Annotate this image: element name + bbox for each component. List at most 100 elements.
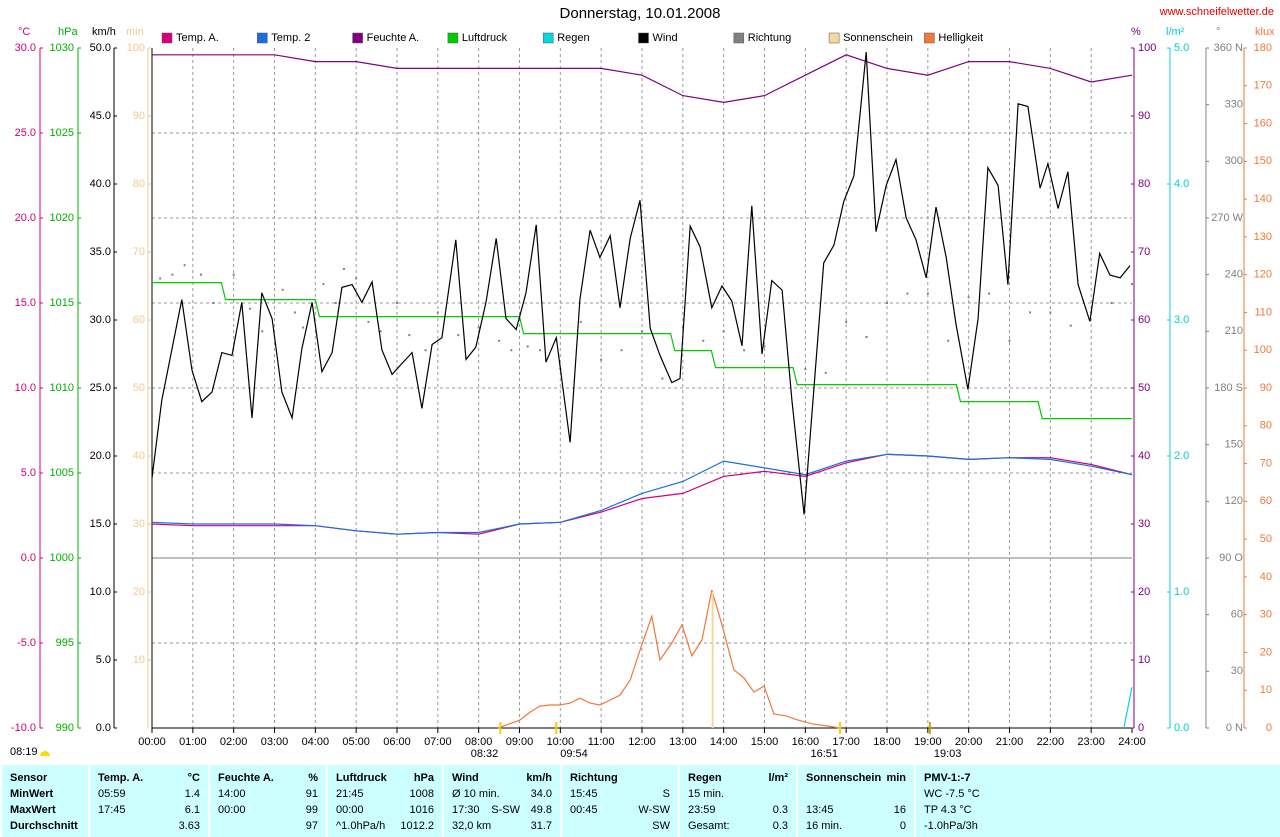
y-tick-label: 30 bbox=[1231, 665, 1243, 677]
y-tick-label: 25.0 bbox=[90, 382, 111, 394]
legend-label: Regen bbox=[557, 32, 589, 44]
y-tick-label: 60 bbox=[1231, 609, 1243, 621]
y-tick-label: 0.0 bbox=[1174, 722, 1189, 734]
table-cell: 16 min. bbox=[806, 820, 843, 832]
x-tick-label: 09:00 bbox=[506, 736, 534, 748]
y-tick-label: 300 bbox=[1225, 155, 1243, 167]
direction-dot bbox=[702, 339, 705, 342]
direction-dot bbox=[600, 358, 603, 361]
table-cell: 15:45 bbox=[570, 788, 598, 800]
y-tick-label: 10.0 bbox=[90, 586, 111, 598]
direction-dot bbox=[355, 277, 358, 280]
direction-dot bbox=[763, 345, 766, 348]
y-tick-label: 70 bbox=[133, 246, 145, 258]
table-cell: 14:00 bbox=[218, 788, 246, 800]
x-tick-label: 10:00 bbox=[547, 736, 575, 748]
chart-title: Donnerstag, 10.01.2008 bbox=[560, 5, 721, 22]
table-cell: Ø 10 min. bbox=[452, 788, 500, 800]
y-tick-label: 150 bbox=[1225, 439, 1243, 451]
y-tick-label: 30.0 bbox=[15, 42, 36, 54]
y-tick-label: 40 bbox=[1138, 450, 1150, 462]
direction-dot bbox=[510, 349, 513, 352]
y-tick-label: 990 bbox=[56, 722, 74, 734]
x-tick-label: 00:00 bbox=[138, 736, 166, 748]
table-cell: 23:59 bbox=[688, 804, 716, 816]
summary-table: Sensor MinWert MaxWert Durchschnitt Temp. A.… bbox=[0, 765, 1280, 837]
legend-swatch bbox=[542, 32, 554, 44]
table-cell: ^1.0hPa/h bbox=[336, 820, 386, 832]
direction-dot bbox=[1131, 283, 1133, 286]
table-cell: 31.7 bbox=[530, 820, 552, 832]
axis-unit: °C bbox=[18, 26, 30, 38]
y-tick-label: 150 bbox=[1254, 155, 1272, 167]
direction-dot bbox=[886, 302, 888, 304]
axis-unit: hPa bbox=[58, 26, 78, 38]
series-line bbox=[151, 453, 1133, 535]
direction-dot bbox=[947, 339, 950, 342]
axis-unit: klux bbox=[1255, 26, 1275, 38]
annotation: 09:54 bbox=[560, 748, 588, 760]
direction-dot bbox=[1049, 311, 1052, 314]
y-tick-label: 210 bbox=[1225, 325, 1243, 337]
y-tick-label: 1010 bbox=[50, 382, 74, 394]
direction-dot bbox=[526, 345, 529, 348]
direction-dot bbox=[906, 292, 909, 295]
direction-dot bbox=[1069, 324, 1072, 327]
y-tick-label: 0 bbox=[1266, 722, 1272, 734]
y-tick-label: 30 bbox=[1138, 518, 1150, 530]
table-cell: 21:45 bbox=[336, 788, 364, 800]
direction-dot bbox=[538, 349, 541, 352]
table-cell: 13:45 bbox=[806, 804, 834, 816]
y-tick-label: 5.0 bbox=[96, 654, 111, 666]
direction-dot bbox=[396, 302, 398, 304]
source: www.schneifelwetter.de bbox=[1159, 6, 1274, 18]
y-tick-label: 120 bbox=[1254, 269, 1272, 281]
direction-dot bbox=[579, 320, 582, 323]
y-tick-label: 0 N bbox=[1226, 722, 1243, 734]
day-length: 08:19 bbox=[10, 746, 38, 758]
table-column: Richtung 15:45 S 00:45 W-SW SW bbox=[560, 765, 678, 837]
y-tick-label: 1030 bbox=[50, 42, 74, 54]
legend-swatch bbox=[257, 32, 268, 44]
table-cell: °C bbox=[187, 772, 200, 784]
series-line bbox=[1123, 687, 1133, 729]
y-tick-label: 1000 bbox=[50, 552, 74, 564]
y-tick-label: 3.0 bbox=[1174, 314, 1189, 326]
direction-dot bbox=[232, 273, 235, 276]
y-tick-label: 50 bbox=[1138, 382, 1150, 394]
y-tick-label: 40.0 bbox=[90, 178, 111, 190]
table-cell: 16 bbox=[893, 804, 906, 816]
direction-dot bbox=[261, 330, 264, 333]
legend-label: Luftdruck bbox=[462, 32, 508, 44]
x-tick-label: 11:00 bbox=[588, 736, 615, 748]
table-cell: Gesamt: bbox=[688, 820, 730, 832]
direction-dot bbox=[379, 330, 382, 333]
y-tick-label: 30 bbox=[133, 518, 145, 530]
y-tick-label: 130 bbox=[1254, 231, 1272, 243]
axis-unit: km/h bbox=[92, 26, 116, 38]
x-tick-label: 05:00 bbox=[342, 736, 370, 748]
y-tick-label: 20.0 bbox=[15, 212, 36, 224]
table-cell: 15 min. bbox=[688, 788, 725, 800]
annotation: 16:51 bbox=[811, 748, 839, 760]
y-tick-label: 100 bbox=[1254, 344, 1272, 356]
direction-dot bbox=[988, 292, 991, 295]
table-cell: W-SW bbox=[638, 804, 670, 816]
legend-swatch bbox=[352, 32, 363, 44]
x-tick-label: 01:00 bbox=[179, 736, 207, 748]
y-tick-label: 270 W bbox=[1211, 212, 1243, 224]
y-tick-label: 160 bbox=[1254, 117, 1272, 129]
y-tick-label: 30.0 bbox=[90, 314, 111, 326]
direction-dot bbox=[424, 349, 427, 352]
y-tick-label: 80 bbox=[1138, 178, 1150, 190]
y-tick-label: 1020 bbox=[50, 212, 74, 224]
y-tick-label: 170 bbox=[1254, 80, 1272, 92]
direction-dot bbox=[926, 292, 929, 295]
y-tick-label: 110 bbox=[1254, 306, 1272, 318]
y-tick-label: 45.0 bbox=[90, 110, 111, 122]
y-tick-label: 140 bbox=[1254, 193, 1272, 205]
table-cell: 17:30 bbox=[452, 804, 480, 816]
direction-dot bbox=[408, 334, 411, 337]
y-tick-label: 40 bbox=[133, 450, 145, 462]
x-tick-label: 18:00 bbox=[873, 736, 901, 748]
